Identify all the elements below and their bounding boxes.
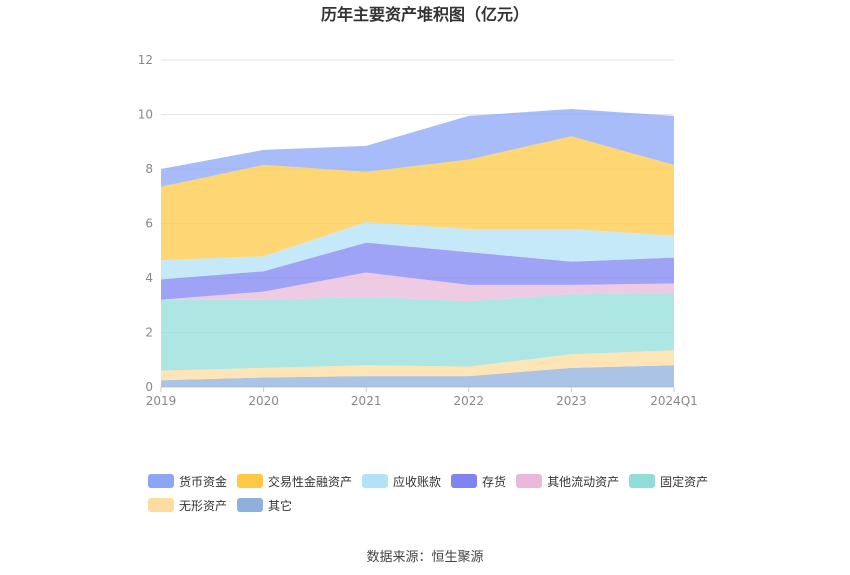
legend-label: 存货 [482, 474, 507, 489]
x-tick-label: 2019 [146, 394, 177, 408]
y-tick-label: 10 [138, 108, 153, 122]
area-series-1 [161, 350, 674, 381]
legend-label: 固定资产 [660, 474, 709, 489]
legend-label: 货币资金 [179, 474, 228, 489]
legend-swatch [451, 474, 478, 488]
y-tick-label: 6 [145, 217, 153, 231]
legend-swatch [237, 498, 264, 512]
x-tick-label: 2023 [556, 394, 587, 408]
y-tick-label: 8 [145, 162, 153, 176]
legend-item[interactable]: 固定资产 [629, 472, 708, 490]
legend-swatch [148, 498, 174, 512]
area-series-6 [161, 136, 674, 261]
legend-item[interactable]: 应收账款 [362, 472, 441, 490]
y-tick-label: 12 [138, 53, 153, 67]
legend: 货币资金 交易性金融资产 应收账款 存货 其他流动资产 固定资产无形资产 其它 [148, 472, 748, 520]
legend-label: 无形资产 [179, 498, 228, 513]
legend-item[interactable]: 交易性金融资产 [237, 472, 352, 490]
legend-swatch [516, 474, 543, 488]
legend-item[interactable]: 货币资金 [148, 472, 227, 490]
area-series-3 [161, 272, 674, 302]
area-series-7 [161, 109, 674, 187]
legend-label: 应收账款 [393, 474, 442, 489]
legend-label: 其它 [268, 498, 293, 513]
y-tick-label: 2 [145, 326, 153, 340]
legend-label: 其他流动资产 [547, 474, 620, 489]
legend-swatch [362, 474, 389, 488]
y-tick-label: 0 [145, 380, 153, 394]
x-tick-label: 2024Q1 [650, 394, 698, 408]
x-tick-label: 2020 [248, 394, 279, 408]
legend-swatch [237, 474, 264, 488]
axes: 0 2 4 6 8 10 12 2019 2020 2021 2022 2023 2024Q1 [138, 53, 698, 408]
x-tick-label: 2022 [454, 394, 485, 408]
area-series-4 [161, 242, 674, 300]
legend-item[interactable]: 存货 [451, 472, 506, 490]
legend-item[interactable]: 无形资产 [148, 496, 227, 514]
area-series-group [161, 109, 674, 387]
x-tick-label: 2021 [351, 394, 382, 408]
data-source: 数据来源：恒生聚源 [366, 550, 484, 565]
area-series-5 [161, 222, 674, 280]
area-series-2 [161, 292, 674, 371]
legend-item[interactable]: 其它 [237, 496, 292, 514]
legend-label: 交易性金融资产 [268, 474, 353, 489]
legend-swatch [148, 474, 174, 488]
chart-title: 历年主要资产堆积图（亿元） [321, 5, 529, 24]
legend-swatch [629, 474, 656, 488]
y-tick-label: 4 [145, 271, 153, 285]
legend-item[interactable]: 其他流动资产 [516, 472, 619, 490]
